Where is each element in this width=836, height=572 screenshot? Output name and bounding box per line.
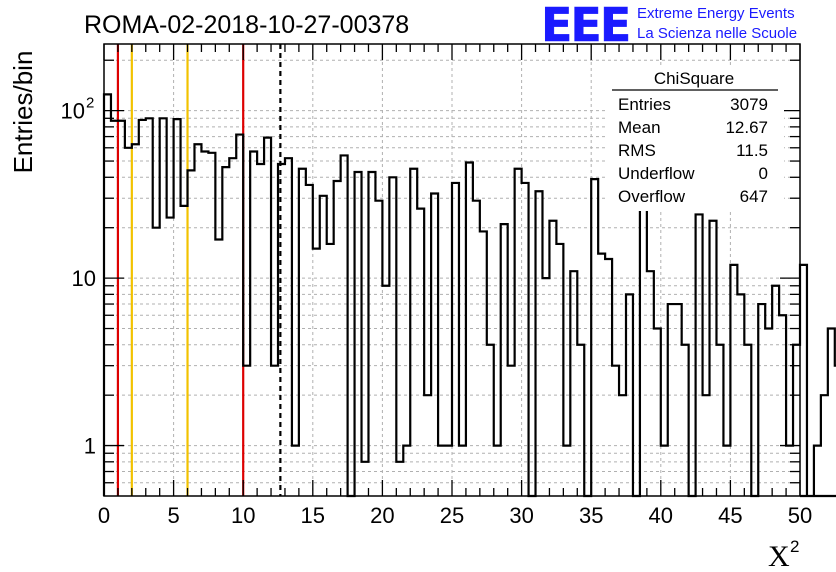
stats-row-label: Underflow — [618, 164, 695, 183]
stats-row-label: RMS — [618, 141, 656, 160]
y-tick-label: 1 — [84, 434, 96, 459]
logo-eee: EEE — [541, 0, 629, 52]
x-tick-label: 20 — [370, 503, 394, 528]
x-tick-label: 30 — [509, 503, 533, 528]
stats-row-value: 11.5 — [736, 141, 768, 160]
stats-row-value: 647 — [740, 187, 768, 206]
x-axis-label: X 2 — [768, 537, 799, 572]
reference-lines — [116, 44, 282, 496]
x-tick-label: 5 — [167, 503, 179, 528]
x-axis-label-superscript: 2 — [790, 537, 799, 556]
y-axis-label: Entries/bin — [8, 51, 38, 174]
chart-title: ROMA-02-2018-10-27-00378 — [84, 11, 409, 39]
x-tick-label: 15 — [301, 503, 325, 528]
logo-line-2: La Scienza nelle Scuole — [637, 25, 797, 42]
stats-row-value: 0 — [759, 164, 768, 183]
stats-row-value: 3079 — [730, 95, 768, 114]
x-tick-label: 35 — [579, 503, 603, 528]
eee-logo: EEE Extreme Energy Events La Scienza nel… — [541, 0, 797, 52]
y-tick-label: 10 — [72, 266, 96, 291]
x-tick-label: 0 — [98, 503, 110, 528]
x-tick-label: 10 — [231, 503, 255, 528]
x-tick-label: 40 — [649, 503, 673, 528]
logo-line-1: Extreme Energy Events — [637, 5, 795, 22]
y-tick-label: 10 — [61, 99, 85, 124]
stats-title: ChiSquare — [654, 69, 734, 88]
x-tick-label: 45 — [718, 503, 742, 528]
x-axis-label-base: X — [768, 540, 790, 572]
x-tick-label: 50 — [788, 503, 812, 528]
stats-rows: Entries 3079 Mean 12.67 RMS 11.5 Underflow 0 Ove… — [618, 95, 768, 206]
stats-row-label: Entries — [618, 95, 671, 114]
y-tick-label-superscript: 2 — [86, 95, 94, 112]
x-tick-label: 25 — [440, 503, 464, 528]
stats-row-value: 12.67 — [725, 118, 768, 137]
stats-box: ChiSquare Entries 3079 Mean 12.67 RMS 11.5 Und… — [607, 66, 784, 211]
stats-row-label: Mean — [618, 118, 661, 137]
stats-row-label: Overflow — [618, 187, 686, 206]
